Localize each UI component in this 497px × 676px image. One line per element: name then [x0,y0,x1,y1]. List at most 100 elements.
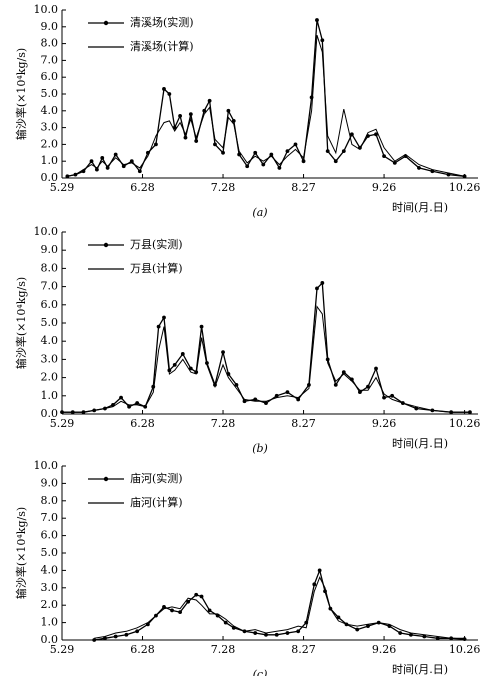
legend-label: 清溪场(计算) [130,39,194,53]
data-point [269,152,274,157]
y-tick-label: 5.0 [41,316,59,329]
data-point [301,159,306,164]
data-point [253,150,258,155]
data-point [234,382,239,387]
data-point [221,350,225,355]
y-tick-label: 1.0 [41,154,59,167]
data-point [178,610,182,615]
data-point [277,166,282,170]
data-point [135,629,140,634]
caption: (c) [253,668,268,676]
data-point [336,615,341,620]
x-tick-label: 6.28 [130,181,155,194]
y-tick-label: 0.0 [41,633,59,646]
data-point [167,92,172,96]
data-point [221,150,225,155]
y-tick-label: 7.0 [41,280,59,293]
data-point [178,113,182,118]
data-point [119,395,123,400]
y-tick-label: 8.0 [41,494,59,507]
series-line [94,568,465,641]
y-tick-label: 1.0 [41,616,59,629]
legend-label: 万县(实测) [130,237,183,251]
y-tick-label: 8.0 [41,261,59,274]
series-line [62,305,470,413]
data-point [223,620,228,625]
data-point [312,582,317,587]
data-point [226,108,231,113]
data-point [315,286,319,291]
data-point [183,135,188,140]
data-point [285,631,290,635]
data-point [180,352,185,356]
data-point [188,112,193,117]
data-point [121,164,126,169]
x-tick-label: 6.28 [130,417,155,430]
y-axis-label: 输沙率(×10⁴kg/s) [14,277,28,369]
y-tick-label: 7.0 [41,53,59,66]
legend-marker [103,476,109,482]
data-point [137,169,142,174]
y-tick-label: 10.0 [34,225,59,238]
y-tick-label: 0.0 [41,171,59,184]
data-point [253,631,258,635]
series-line [67,35,465,177]
data-point [199,594,204,599]
data-point [374,132,378,137]
x-axis-label: 时间(月.日) [392,663,448,676]
x-tick-label: 7.28 [211,643,236,656]
data-point [129,159,134,164]
data-point [162,87,166,91]
y-axis-label: 输沙率(×10⁴kg/s) [14,507,28,599]
data-point [333,159,338,164]
data-point [207,98,212,103]
data-point [113,152,118,157]
caption: (b) [252,442,268,455]
x-tick-label: 8.27 [291,181,316,194]
legend-label: 清溪场(实测) [130,15,194,29]
data-point [162,315,166,320]
x-axis-label: 时间(月.日) [392,201,448,214]
y-tick-label: 9.0 [41,20,59,33]
x-tick-label: 9.26 [372,417,397,430]
data-point [213,142,217,147]
data-point [409,632,413,637]
data-point [199,324,204,329]
data-point [154,142,158,147]
data-point [103,636,107,641]
y-tick-label: 0.0 [41,407,59,420]
y-tick-label: 3.0 [41,581,59,594]
data-point [65,174,70,179]
data-point [382,154,386,159]
x-tick-label: 9.26 [372,643,397,656]
data-point [237,152,242,157]
data-point [186,599,191,604]
data-point [94,167,99,172]
x-tick-label: 10.26 [449,181,481,194]
data-point [156,324,161,329]
y-tick-label: 6.0 [41,298,59,311]
x-tick-label: 9.26 [372,181,397,194]
data-point [317,568,322,573]
data-point [194,139,199,143]
x-tick-label: 7.28 [211,417,236,430]
data-point [188,366,193,371]
data-point [320,38,325,43]
legend-label: 庙河(计算) [130,495,183,509]
data-point [231,118,236,123]
y-tick-label: 2.0 [41,371,59,384]
data-point [390,393,395,398]
x-tick-label: 8.27 [291,643,316,656]
data-point [355,627,360,632]
data-point [253,397,258,402]
data-point [468,410,472,415]
data-point [374,366,378,371]
data-point [414,406,419,411]
data-point [242,399,247,404]
y-tick-label: 9.0 [41,476,59,489]
y-tick-label: 4.0 [41,334,59,347]
data-point [207,608,212,613]
data-point [285,390,290,395]
y-tick-label: 7.0 [41,511,59,524]
